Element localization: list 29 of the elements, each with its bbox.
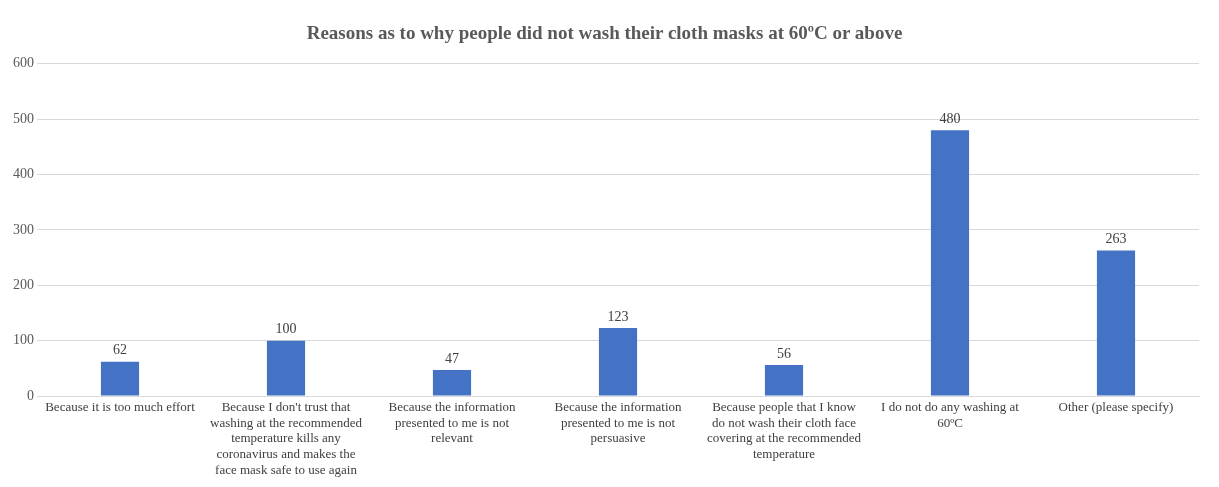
data-label: 123 <box>607 308 629 324</box>
bar <box>930 130 970 396</box>
y-tick-label: 0 <box>27 387 34 403</box>
y-tick-label: 500 <box>13 110 34 126</box>
y-tick-label: 100 <box>13 332 34 348</box>
bar <box>1096 250 1136 396</box>
x-tick-label: Because I don't trust that washing at the recommended temperature kills any coronavirus and makes the face mask safe to use again <box>210 399 363 477</box>
data-label: 100 <box>275 321 297 337</box>
chart-title: Reasons as to why people did not wash their cloth masks at 60ºC or above <box>306 22 903 44</box>
bar <box>432 369 472 396</box>
x-tick-label: Because it is too much effort <box>45 399 196 415</box>
bar <box>764 365 804 396</box>
data-label: 263 <box>1105 231 1127 247</box>
y-tick-label: 600 <box>13 55 34 71</box>
x-tick-label: I do not do any washing at 60ºC <box>881 399 1020 430</box>
data-label: 480 <box>939 110 961 126</box>
y-tick-label: 200 <box>13 276 34 292</box>
y-tick-label: 400 <box>13 166 34 182</box>
x-tick-label: Because the information presented to me is not relevant <box>388 399 517 446</box>
x-tick-label: Because the information presented to me is not persuasive <box>554 399 683 446</box>
data-label: 56 <box>777 345 791 361</box>
x-tick-label: Other (please specify) <box>1058 399 1174 415</box>
bar <box>598 327 638 396</box>
x-tick-label: Because people that I know do not wash their cloth face covering at the recommended temperature <box>706 399 862 462</box>
bar <box>100 361 140 396</box>
data-label: 62 <box>113 342 127 358</box>
data-label: 47 <box>445 350 459 366</box>
bar <box>266 340 306 396</box>
y-tick-label: 300 <box>13 221 34 237</box>
